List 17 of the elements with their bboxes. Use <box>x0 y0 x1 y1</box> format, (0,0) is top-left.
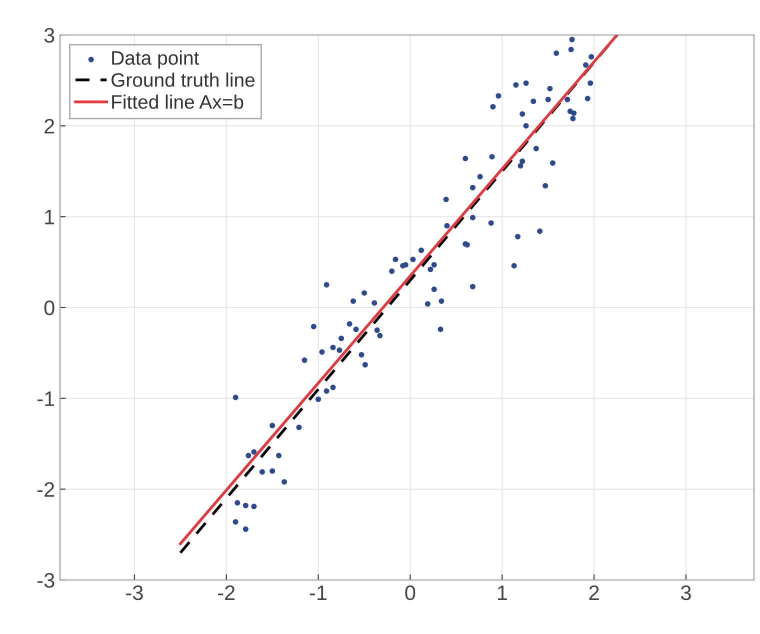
legend-label: Ground truth line <box>112 72 255 87</box>
y-tick-label: 3 <box>44 28 54 43</box>
y-tick-label: 2 <box>44 118 54 134</box>
legend-label: Fitted line Ax=b <box>112 94 244 109</box>
y-tick-label: -1 <box>38 392 54 406</box>
x-tick-label: -1 <box>310 586 327 600</box>
y-tick-label: -3 <box>38 573 54 588</box>
legend-label: Data point <box>112 50 200 69</box>
x-tick-label: 1 <box>498 586 507 600</box>
x-tick-label: 3 <box>680 585 691 600</box>
x-tick-label: -2 <box>218 585 235 600</box>
y-tick-label: -2 <box>38 482 54 497</box>
x-tick-label: 2 <box>589 585 599 600</box>
y-tick-label: 0 <box>44 300 54 316</box>
y-tick-label: 1 <box>45 210 54 224</box>
x-tick-label: 0 <box>405 585 416 600</box>
x-tick-label: -3 <box>126 585 143 600</box>
